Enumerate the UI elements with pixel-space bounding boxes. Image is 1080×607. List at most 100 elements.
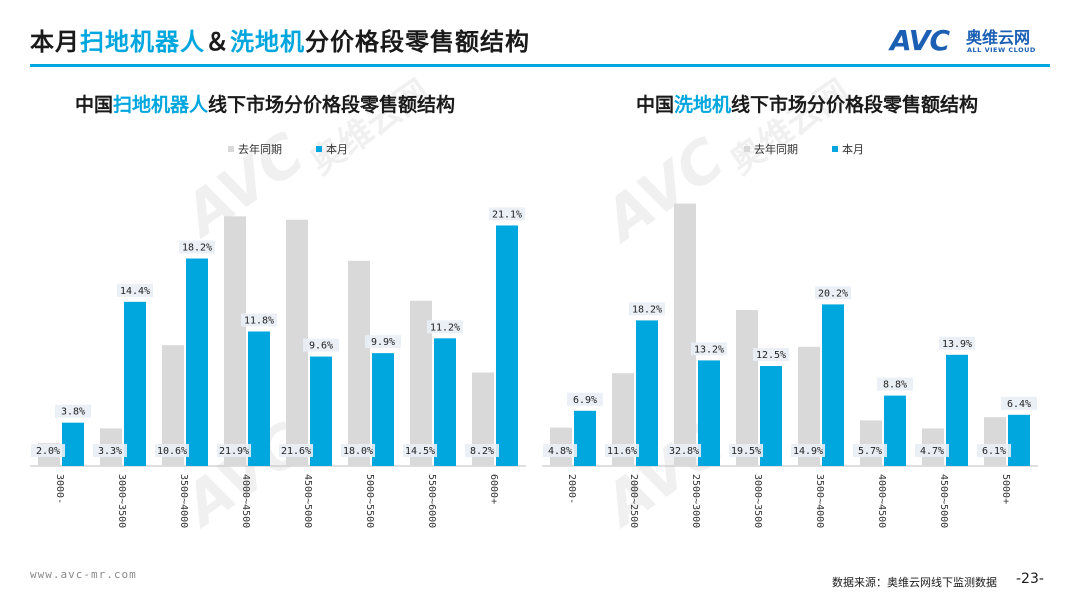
bar-last-year	[984, 417, 1006, 466]
data-label-this-month: 18.2%	[182, 243, 212, 254]
legend-label: 本月	[326, 142, 348, 156]
data-label-last-year: 5.7%	[858, 446, 882, 457]
label-bg	[629, 302, 665, 316]
label-bg	[427, 320, 463, 334]
chart-title-washer: 中国洗地机线下市场分价格段零售额结构	[636, 94, 979, 116]
data-label-last-year: 4.8%	[548, 446, 572, 457]
data-label-last-year: 32.8%	[669, 446, 699, 457]
label-bg	[877, 377, 913, 391]
bar-this-month	[124, 301, 146, 466]
bar-this-month	[698, 360, 720, 466]
label-bg	[365, 335, 401, 349]
label-bg	[753, 348, 789, 361]
data-label-this-month: 11.8%	[244, 315, 274, 326]
data-label-last-year: 6.1%	[982, 446, 1006, 457]
data-label-last-year: 10.6%	[157, 446, 187, 457]
data-label-this-month: 14.4%	[120, 286, 150, 297]
label-bg	[667, 444, 701, 457]
data-label-this-month: 8.8%	[883, 380, 907, 391]
bar-last-year	[736, 310, 758, 466]
data-label-last-year: 11.6%	[607, 446, 637, 457]
data-label-this-month: 6.4%	[1007, 399, 1031, 410]
avc-logo: AVC 奥维云网 ALL VIEW CLOUD	[890, 24, 1060, 60]
legend-swatch	[832, 146, 838, 152]
data-label-this-month: 11.2%	[430, 322, 460, 333]
label-bg	[489, 207, 525, 221]
label-bg	[155, 444, 189, 457]
bar-last-year	[348, 260, 370, 466]
label-bg	[915, 444, 949, 457]
bar-this-month	[946, 354, 968, 466]
bar-last-year	[410, 300, 432, 466]
x-tick-label: 4000~4500	[876, 474, 887, 528]
legend-swatch	[744, 146, 750, 152]
x-tick-label: 4000~4500	[240, 474, 251, 528]
page-title: 本月扫地机器人＆洗地机分价格段零售额结构	[30, 28, 530, 56]
data-label-this-month: 21.1%	[492, 209, 522, 220]
bar-last-year	[798, 346, 820, 466]
bar-last-year	[612, 373, 634, 466]
legend-swatch	[228, 146, 234, 152]
legend-label: 本月	[842, 142, 864, 156]
bar-this-month	[1008, 414, 1030, 466]
data-label-last-year: 21.6%	[281, 446, 311, 457]
bar-last-year	[674, 203, 696, 466]
logo-cn-text: 奥维云网	[966, 28, 1031, 47]
label-bg	[241, 313, 277, 327]
legend-label: 去年同期	[238, 142, 282, 156]
x-tick-label: 2500~3000	[690, 474, 701, 528]
data-label-this-month: 3.8%	[61, 407, 85, 418]
bar-this-month	[636, 320, 658, 466]
data-label-this-month: 13.2%	[694, 344, 724, 355]
bar-last-year	[162, 345, 184, 466]
data-label-this-month: 9.6%	[309, 341, 333, 352]
data-label-this-month: 13.9%	[942, 339, 972, 350]
bar-this-month	[574, 410, 596, 466]
bar-this-month	[434, 338, 456, 466]
bar-this-month	[310, 356, 332, 466]
bar-this-month	[760, 366, 782, 466]
x-tick-label: 3500~4000	[814, 474, 825, 528]
footer-source: 数据来源：奥维云网线下监测数据	[832, 576, 997, 589]
label-bg	[179, 240, 215, 254]
label-bg	[93, 444, 127, 457]
logo-en-text: ALL VIEW CLOUD	[967, 46, 1036, 54]
label-bg	[465, 444, 499, 457]
x-tick-label: 2000~2500	[628, 474, 639, 528]
x-tick-label: 2000-	[566, 474, 577, 504]
label-bg	[403, 444, 437, 457]
data-label-last-year: 4.7%	[920, 446, 944, 457]
bar-this-month	[248, 331, 270, 466]
data-label-this-month: 12.5%	[756, 350, 786, 361]
label-bg	[791, 444, 825, 457]
label-bg	[31, 444, 65, 457]
label-bg	[279, 444, 313, 457]
bar-this-month	[822, 304, 844, 466]
data-label-last-year: 8.2%	[470, 446, 494, 457]
x-tick-label: 5500~6000	[426, 474, 437, 528]
footer-url: www.avc-mr.com	[30, 568, 137, 581]
legend: 去年同期 本月	[744, 142, 864, 156]
label-bg	[117, 283, 153, 297]
title-divider	[30, 64, 1050, 67]
chart-title-robot: 中国扫地机器人线下市场分价格段零售额结构	[75, 94, 456, 116]
x-tick-label: 4500~5000	[938, 474, 949, 528]
x-tick-label: 5000~5500	[364, 474, 375, 528]
x-tick-label: 3000~3500	[116, 474, 127, 528]
logo-mark: AVC	[890, 24, 950, 57]
x-tick-label: 6000+	[488, 474, 499, 504]
data-label-this-month: 18.2%	[632, 304, 662, 315]
label-bg	[55, 404, 91, 418]
label-bg	[815, 286, 851, 300]
page-number: -23-	[1016, 571, 1044, 587]
data-label-last-year: 3.3%	[98, 446, 122, 457]
data-label-this-month: 20.2%	[818, 288, 848, 299]
label-bg	[341, 444, 375, 457]
x-tick-label: 3000-	[54, 474, 65, 504]
legend-label: 去年同期	[754, 142, 798, 156]
legend: 去年同期 本月	[228, 142, 348, 156]
bar-last-year	[860, 420, 882, 466]
x-tick-label: 4500~5000	[302, 474, 313, 528]
label-bg	[543, 444, 577, 457]
bar-last-year	[224, 216, 246, 466]
